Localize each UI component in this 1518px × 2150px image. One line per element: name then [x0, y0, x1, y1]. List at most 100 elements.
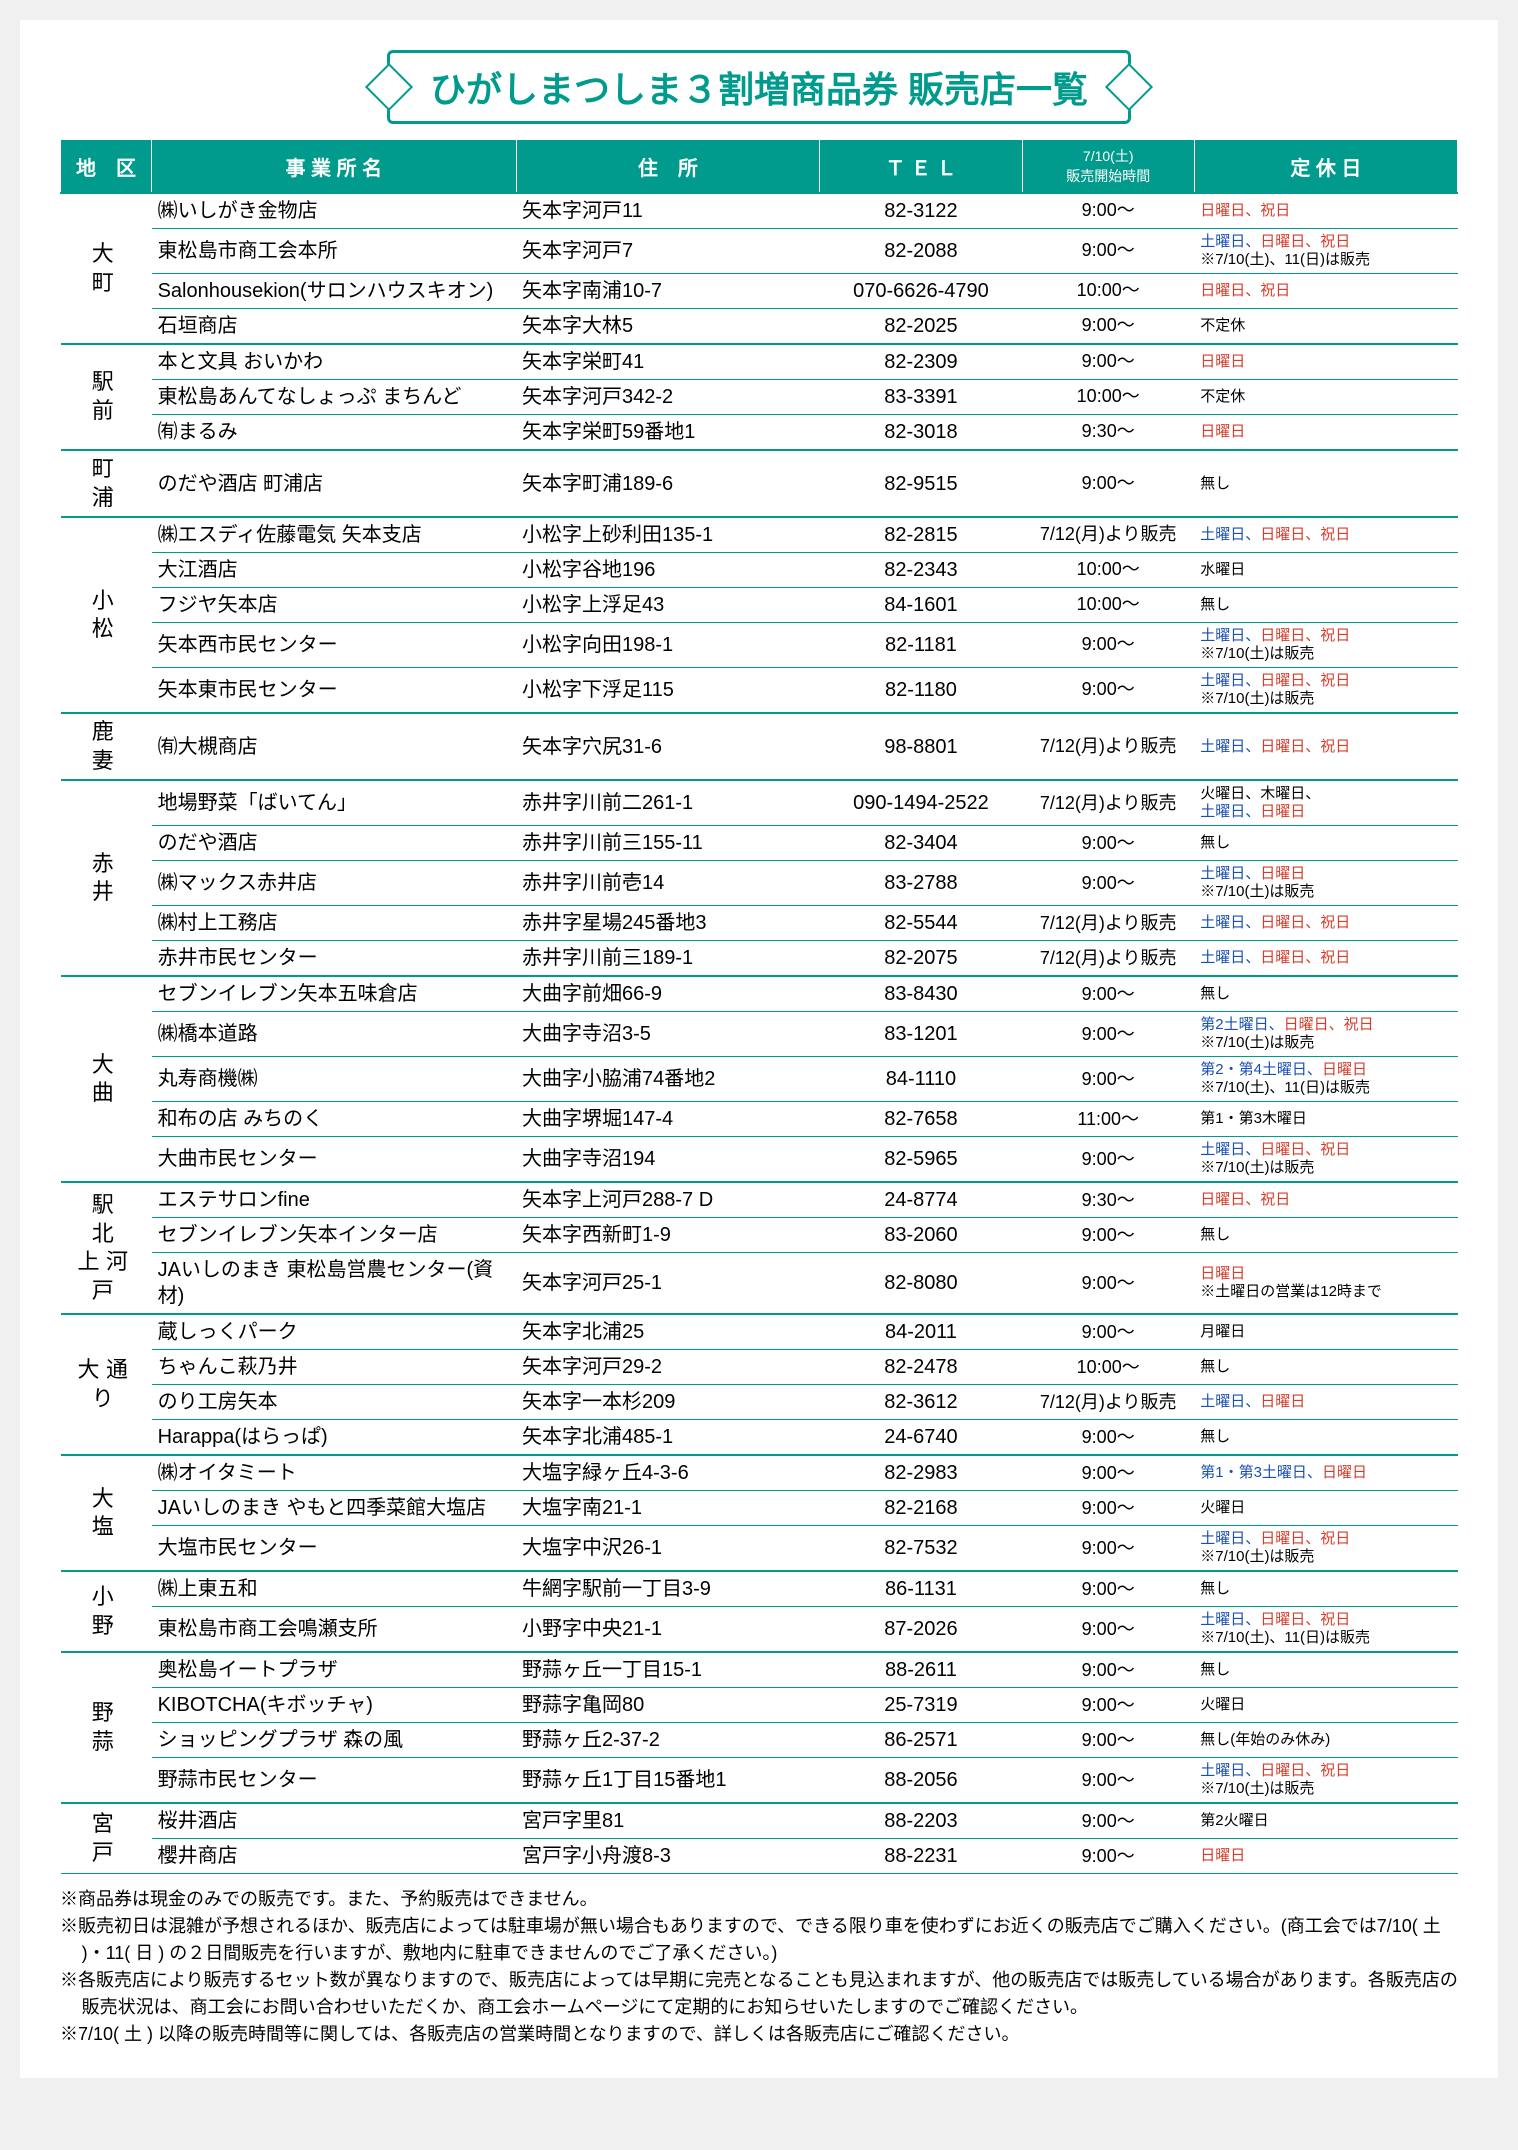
- time-cell: 7/12(月)より販売: [1022, 780, 1194, 826]
- addr-cell: 赤井字川前三189-1: [516, 941, 820, 977]
- name-cell: ㈲大槻商店: [152, 713, 516, 780]
- tel-cell: 82-2815: [820, 517, 1022, 553]
- name-cell: 奥松島イートプラザ: [152, 1652, 516, 1688]
- holiday-cell: 無し(年始のみ休み): [1194, 1723, 1457, 1758]
- name-cell: 大塩市民センター: [152, 1526, 516, 1572]
- holiday-cell: 日曜日: [1194, 415, 1457, 451]
- table-row: 小 野㈱上東五和牛網字駅前一丁目3-986-11319:00～無し: [61, 1571, 1458, 1607]
- holiday-cell: 第2土曜日、日曜日、祝日 ※7/10(土)は販売: [1194, 1012, 1457, 1057]
- time-cell: 9:00～: [1022, 861, 1194, 906]
- time-cell: 9:00～: [1022, 1491, 1194, 1526]
- tel-cell: 98-8801: [820, 713, 1022, 780]
- holiday-cell: 日曜日、祝日: [1194, 1182, 1457, 1218]
- time-cell: 10:00～: [1022, 1350, 1194, 1385]
- district-cell: 野 蒜: [61, 1652, 152, 1803]
- time-cell: 9:00～: [1022, 1758, 1194, 1804]
- table-row: ちゃんこ萩乃井矢本字河戸29-282-247810:00～無し: [61, 1350, 1458, 1385]
- district-cell: 駅 北 上河戸: [61, 1182, 152, 1314]
- addr-cell: 赤井字川前三155-11: [516, 826, 820, 861]
- time-cell: 9:00～: [1022, 193, 1194, 229]
- holiday-cell: 無し: [1194, 976, 1457, 1012]
- table-row: 和布の店 みちのく大曲字堺堀147-482-765811:00～第1・第3木曜日: [61, 1102, 1458, 1137]
- tel-cell: 82-2309: [820, 344, 1022, 380]
- name-cell: 和布の店 みちのく: [152, 1102, 516, 1137]
- holiday-cell: 日曜日: [1194, 1839, 1457, 1874]
- name-cell: エステサロンfine: [152, 1182, 516, 1218]
- holiday-cell: 月曜日: [1194, 1314, 1457, 1350]
- time-cell: 9:30～: [1022, 415, 1194, 451]
- table-row: 駅 北 上河戸エステサロンfine矢本字上河戸288-7 D24-87749:3…: [61, 1182, 1458, 1218]
- table-row: 櫻井商店宮戸字小舟渡8-388-22319:00～日曜日: [61, 1839, 1458, 1874]
- table-row: セブンイレブン矢本インター店矢本字西新町1-983-20609:00～無し: [61, 1218, 1458, 1253]
- table-row: 東松島市商工会鳴瀬支所小野字中央21-187-20269:00～土曜日、日曜日、…: [61, 1607, 1458, 1653]
- holiday-cell: 第2・第4土曜日、日曜日 ※7/10(土)、11(日)は販売: [1194, 1057, 1457, 1102]
- tel-cell: 86-2571: [820, 1723, 1022, 1758]
- table-row: フジヤ矢本店小松字上浮足4384-160110:00～無し: [61, 588, 1458, 623]
- holiday-cell: 無し: [1194, 1420, 1457, 1456]
- tel-cell: 82-2343: [820, 553, 1022, 588]
- addr-cell: 小松字向田198-1: [516, 623, 820, 668]
- time-cell: 9:00～: [1022, 344, 1194, 380]
- tel-cell: 82-2088: [820, 229, 1022, 274]
- holiday-cell: 日曜日、祝日: [1194, 274, 1457, 309]
- holiday-cell: 土曜日、日曜日、祝日: [1194, 906, 1457, 941]
- tel-cell: 24-8774: [820, 1182, 1022, 1218]
- name-cell: KIBOTCHA(キボッチャ): [152, 1688, 516, 1723]
- addr-cell: 矢本字一本杉209: [516, 1385, 820, 1420]
- district-cell: 小 野: [61, 1571, 152, 1652]
- title-wrap: ひがしまつしま３割増商品券 販売店一覧: [60, 50, 1458, 124]
- time-cell: 9:00～: [1022, 623, 1194, 668]
- table-row: 矢本西市民センター小松字向田198-182-11819:00～土曜日、日曜日、祝…: [61, 623, 1458, 668]
- addr-cell: 矢本字南浦10-7: [516, 274, 820, 309]
- district-cell: 小 松: [61, 517, 152, 713]
- time-cell: 9:00～: [1022, 668, 1194, 714]
- addr-cell: 矢本字穴尻31-6: [516, 713, 820, 780]
- tel-cell: 82-9515: [820, 450, 1022, 517]
- tel-cell: 82-5544: [820, 906, 1022, 941]
- addr-cell: 矢本字北浦25: [516, 1314, 820, 1350]
- time-cell: 9:00～: [1022, 1571, 1194, 1607]
- district-cell: 大 町: [61, 193, 152, 344]
- tel-cell: 82-3018: [820, 415, 1022, 451]
- addr-cell: 大塩字南21-1: [516, 1491, 820, 1526]
- addr-cell: 小松字上砂利田135-1: [516, 517, 820, 553]
- note-line: ※7/10( 土 ) 以降の販売時間等に関しては、各販売店の営業時間となりますの…: [60, 2021, 1458, 2048]
- table-row: ショッピングプラザ 森の風野蒜ヶ丘2-37-286-25719:00～無し(年始…: [61, 1723, 1458, 1758]
- holiday-cell: 水曜日: [1194, 553, 1457, 588]
- time-cell: 9:00～: [1022, 450, 1194, 517]
- name-cell: JAいしのまき やもと四季菜館大塩店: [152, 1491, 516, 1526]
- time-cell: 9:00～: [1022, 1607, 1194, 1653]
- addr-cell: 大曲字堺堀147-4: [516, 1102, 820, 1137]
- tel-cell: 82-1180: [820, 668, 1022, 714]
- name-cell: のり工房矢本: [152, 1385, 516, 1420]
- addr-cell: 矢本字栄町41: [516, 344, 820, 380]
- table-row: 大通り蔵しっくパーク矢本字北浦2584-20119:00～月曜日: [61, 1314, 1458, 1350]
- tel-cell: 82-2983: [820, 1455, 1022, 1491]
- name-cell: 東松島市商工会鳴瀬支所: [152, 1607, 516, 1653]
- time-cell: 9:00～: [1022, 1526, 1194, 1572]
- table-row: JAいしのまき やもと四季菜館大塩店大塩字南21-182-21689:00～火曜…: [61, 1491, 1458, 1526]
- col-time: 7/10(土) 販売開始時間: [1022, 140, 1194, 194]
- holiday-cell: 土曜日、日曜日、祝日: [1194, 713, 1457, 780]
- holiday-cell: 無し: [1194, 1218, 1457, 1253]
- table-row: ㈱橋本道路大曲字寺沼3-583-12019:00～第2土曜日、日曜日、祝日 ※7…: [61, 1012, 1458, 1057]
- addr-cell: 小松字上浮足43: [516, 588, 820, 623]
- addr-cell: 大塩字中沢26-1: [516, 1526, 820, 1572]
- tel-cell: 82-7532: [820, 1526, 1022, 1572]
- tel-cell: 82-8080: [820, 1253, 1022, 1315]
- note-line: ※販売初日は混雑が予想されるほか、販売店によっては駐車場が無い場合もありますので…: [60, 1913, 1458, 1967]
- name-cell: セブンイレブン矢本インター店: [152, 1218, 516, 1253]
- holiday-cell: 無し: [1194, 588, 1457, 623]
- addr-cell: 大曲字小脇浦74番地2: [516, 1057, 820, 1102]
- tel-cell: 090-1494-2522: [820, 780, 1022, 826]
- table-row: 東松島市商工会本所矢本字河戸782-20889:00～土曜日、日曜日、祝日 ※7…: [61, 229, 1458, 274]
- table-row: 大 町㈱いしがき金物店矢本字河戸1182-31229:00～日曜日、祝日: [61, 193, 1458, 229]
- addr-cell: 矢本字北浦485-1: [516, 1420, 820, 1456]
- tel-cell: 82-3404: [820, 826, 1022, 861]
- time-cell: 9:00～: [1022, 309, 1194, 345]
- addr-cell: 宮戸字小舟渡8-3: [516, 1839, 820, 1874]
- name-cell: 桜井酒店: [152, 1803, 516, 1839]
- name-cell: 石垣商店: [152, 309, 516, 345]
- col-time-bottom: 販売開始時間: [1027, 166, 1190, 186]
- addr-cell: 野蒜ヶ丘一丁目15-1: [516, 1652, 820, 1688]
